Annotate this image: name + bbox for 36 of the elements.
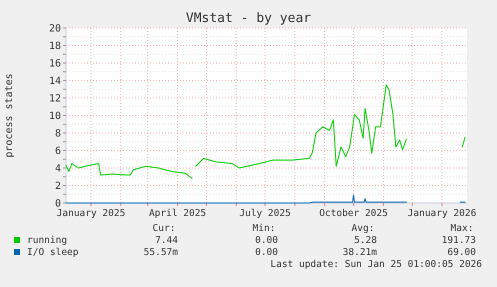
x-tick-label: January 2025 bbox=[56, 208, 126, 219]
x-tick-label: January 2026 bbox=[408, 208, 477, 219]
x-tick-label: April 2025 bbox=[148, 208, 206, 219]
x-tick-label: July 2025 bbox=[239, 208, 291, 219]
y-axis-title: process states bbox=[4, 73, 15, 158]
line-series bbox=[66, 194, 407, 204]
y-tick-label: 16 bbox=[48, 58, 61, 70]
text: 0.00 bbox=[255, 235, 278, 246]
text: 38.21m bbox=[342, 247, 378, 258]
x-tick-label: October 2025 bbox=[319, 208, 388, 219]
y-tick-label: 12 bbox=[48, 94, 61, 104]
y-tick-label: 0 bbox=[54, 198, 61, 210]
y-tick-label: 4 bbox=[54, 164, 61, 174]
y-tick-label: 2 bbox=[54, 181, 61, 192]
text: 5.28 bbox=[354, 235, 378, 246]
y-tick-label: 20 bbox=[48, 24, 61, 34]
text: 0.00 bbox=[255, 247, 278, 258]
y-tick-label: 14 bbox=[48, 76, 61, 87]
legend-label: running bbox=[27, 235, 68, 246]
legend-label: I/O sleep bbox=[27, 247, 79, 258]
y-tick-label: 10 bbox=[48, 111, 61, 122]
text: Cur: bbox=[152, 223, 176, 234]
text: 55.57m bbox=[144, 247, 178, 258]
text: Min: bbox=[252, 223, 276, 234]
line-series bbox=[195, 84, 407, 168]
text: Max: bbox=[450, 223, 474, 234]
chart-title: VMstat - by year bbox=[186, 11, 312, 26]
text: Avg: bbox=[352, 223, 374, 234]
line-series bbox=[66, 163, 192, 179]
text: 191.73 bbox=[442, 235, 476, 246]
y-tick-label: 18 bbox=[48, 41, 61, 52]
text: 69.00 bbox=[447, 247, 476, 258]
y-tick-label: 8 bbox=[54, 128, 61, 140]
text: Last update: Sun Jan 25 01:00:05 2026 bbox=[270, 259, 482, 270]
text: 7.44 bbox=[155, 235, 178, 246]
y-tick-label: 6 bbox=[54, 146, 61, 157]
